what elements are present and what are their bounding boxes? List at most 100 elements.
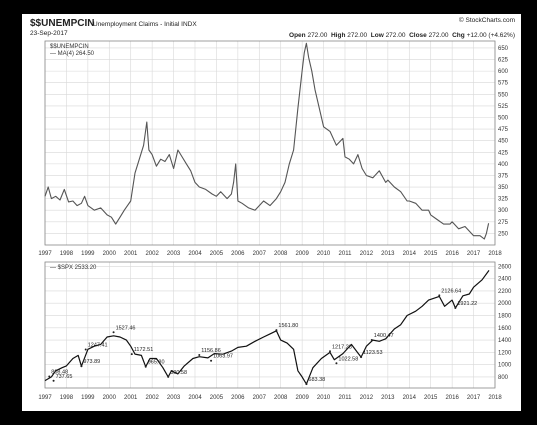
annotation-label: 965.80	[148, 360, 165, 366]
annotation-point	[275, 329, 278, 332]
x-tick-label: 2003	[167, 395, 181, 401]
y-tick-label: 500	[498, 116, 509, 122]
y-tick-label: 250	[498, 231, 509, 237]
legend-entry: — MA(4) 264.50	[50, 51, 95, 57]
annotation-label: 1247.41	[88, 342, 108, 348]
y-tick-label: 325	[498, 197, 509, 203]
x-tick-label: 1997	[38, 395, 52, 401]
y-tick-label: 300	[498, 208, 509, 214]
y-tick-label: 625	[498, 58, 509, 64]
low-value: 272.00	[385, 32, 406, 39]
x-tick-label: 2016	[445, 395, 459, 401]
chart-frame: $$UNEMPCIN Unemployment Claims - Initial…	[22, 14, 521, 411]
y-tick-label: 650	[498, 46, 509, 52]
x-tick-label: 2009	[295, 251, 309, 257]
y-tick-label: 1000	[498, 363, 512, 369]
x-tick-label: 1999	[81, 251, 95, 257]
annotation-point	[52, 379, 55, 382]
y-tick-label: 600	[498, 69, 509, 75]
x-tick-label: 2017	[467, 395, 481, 401]
x-tick-label: 2011	[339, 251, 353, 257]
x-tick-label: 2015	[424, 251, 438, 257]
annotation-point	[335, 362, 338, 365]
close-label: Close	[409, 32, 427, 39]
annotation-point	[112, 331, 115, 334]
annotation-point	[370, 339, 373, 342]
x-tick-label: 2009	[295, 395, 309, 401]
annotation-label: 1527.46	[116, 325, 136, 331]
annotation-label: 683.38	[308, 377, 325, 383]
annotation-label: 737.65	[56, 374, 73, 380]
x-tick-label: 2001	[124, 251, 138, 257]
x-tick-label: 2000	[103, 395, 117, 401]
x-tick-label: 2012	[360, 251, 374, 257]
annotation-label: 1400.47	[374, 333, 394, 339]
annotation-label: 1921.22	[457, 301, 477, 307]
x-tick-label: 2013	[381, 395, 395, 401]
annotation-label: 808.48	[51, 369, 68, 375]
x-tick-label: 2015	[424, 395, 438, 401]
annotation-label: 1172.51	[134, 347, 153, 353]
x-tick-label: 2008	[274, 395, 288, 401]
x-tick-label: 1997	[38, 251, 52, 257]
annotation-label: 2126.64	[441, 288, 461, 294]
x-tick-label: 2007	[253, 251, 267, 257]
annotation-point	[305, 383, 308, 386]
x-tick-label: 1998	[60, 251, 74, 257]
x-tick-label: 2018	[488, 251, 502, 257]
y-tick-label: 1400	[498, 338, 512, 344]
x-tick-label: 2010	[317, 251, 331, 257]
y-tick-label: 425	[498, 150, 509, 156]
x-tick-label: 2010	[317, 395, 331, 401]
panel-0-grid	[44, 41, 496, 245]
x-tick-label: 2016	[445, 251, 459, 257]
annotation-label: 1561.80	[278, 323, 298, 329]
x-tick-label: 2013	[381, 251, 395, 257]
x-tick-label: 2008	[274, 251, 288, 257]
open-label: Open	[289, 32, 306, 39]
y-tick-label: 550	[498, 92, 509, 98]
annotation-point	[130, 353, 133, 356]
x-tick-label: 2002	[145, 251, 159, 257]
y-tick-label: 350	[498, 185, 509, 191]
panel-0-border	[44, 40, 496, 246]
x-tick-label: 2002	[145, 395, 159, 401]
chart-canvas: 250 275 300 325 350 375 400 425 450 475 500 525 550 5…	[38, 40, 512, 401]
x-tick-label: 2004	[188, 251, 202, 257]
y-tick-label: 800	[498, 375, 509, 381]
x-tick-label: 2006	[231, 395, 245, 401]
y-tick-label: 575	[498, 81, 509, 87]
x-tick-label: 1998	[60, 395, 74, 401]
y-tick-label: 475	[498, 127, 509, 133]
annotation-point	[210, 359, 213, 362]
annotation-point	[198, 353, 201, 356]
y-tick-label: 400	[498, 162, 509, 168]
series-line-0-0	[44, 42, 490, 240]
annotation-label: 1217.28	[332, 344, 352, 350]
panel-1-border	[44, 261, 496, 389]
annotation-label: 973.89	[83, 359, 100, 365]
annotation-point	[329, 350, 331, 353]
annotation-label: 1022.58	[338, 356, 358, 362]
x-tick-label: 2003	[167, 251, 181, 257]
open-value: 272.00	[307, 32, 328, 39]
close-value: 272.00	[428, 32, 449, 39]
x-tick-label: 2006	[231, 251, 245, 257]
annotation-point	[84, 348, 87, 351]
annotation-point	[80, 365, 83, 368]
y-tick-label: 525	[498, 104, 509, 110]
legend-entry: $$UNEMPCIN	[50, 44, 89, 50]
y-tick-label: 2600	[498, 264, 512, 270]
annotation-label: 1123.53	[363, 350, 382, 356]
panel-1-grid	[44, 262, 496, 388]
y-tick-label: 1200	[498, 350, 512, 356]
high-label: High	[330, 32, 346, 39]
x-tick-label: 2005	[210, 251, 224, 257]
source-label: © StockCharts.com	[458, 17, 515, 24]
x-tick-label: 2018	[488, 395, 502, 401]
y-tick-label: 2200	[498, 289, 512, 295]
x-tick-label: 2014	[403, 251, 417, 257]
annotation-point	[438, 294, 441, 297]
series-line-1-0	[44, 270, 490, 385]
annotation-point	[454, 307, 457, 310]
